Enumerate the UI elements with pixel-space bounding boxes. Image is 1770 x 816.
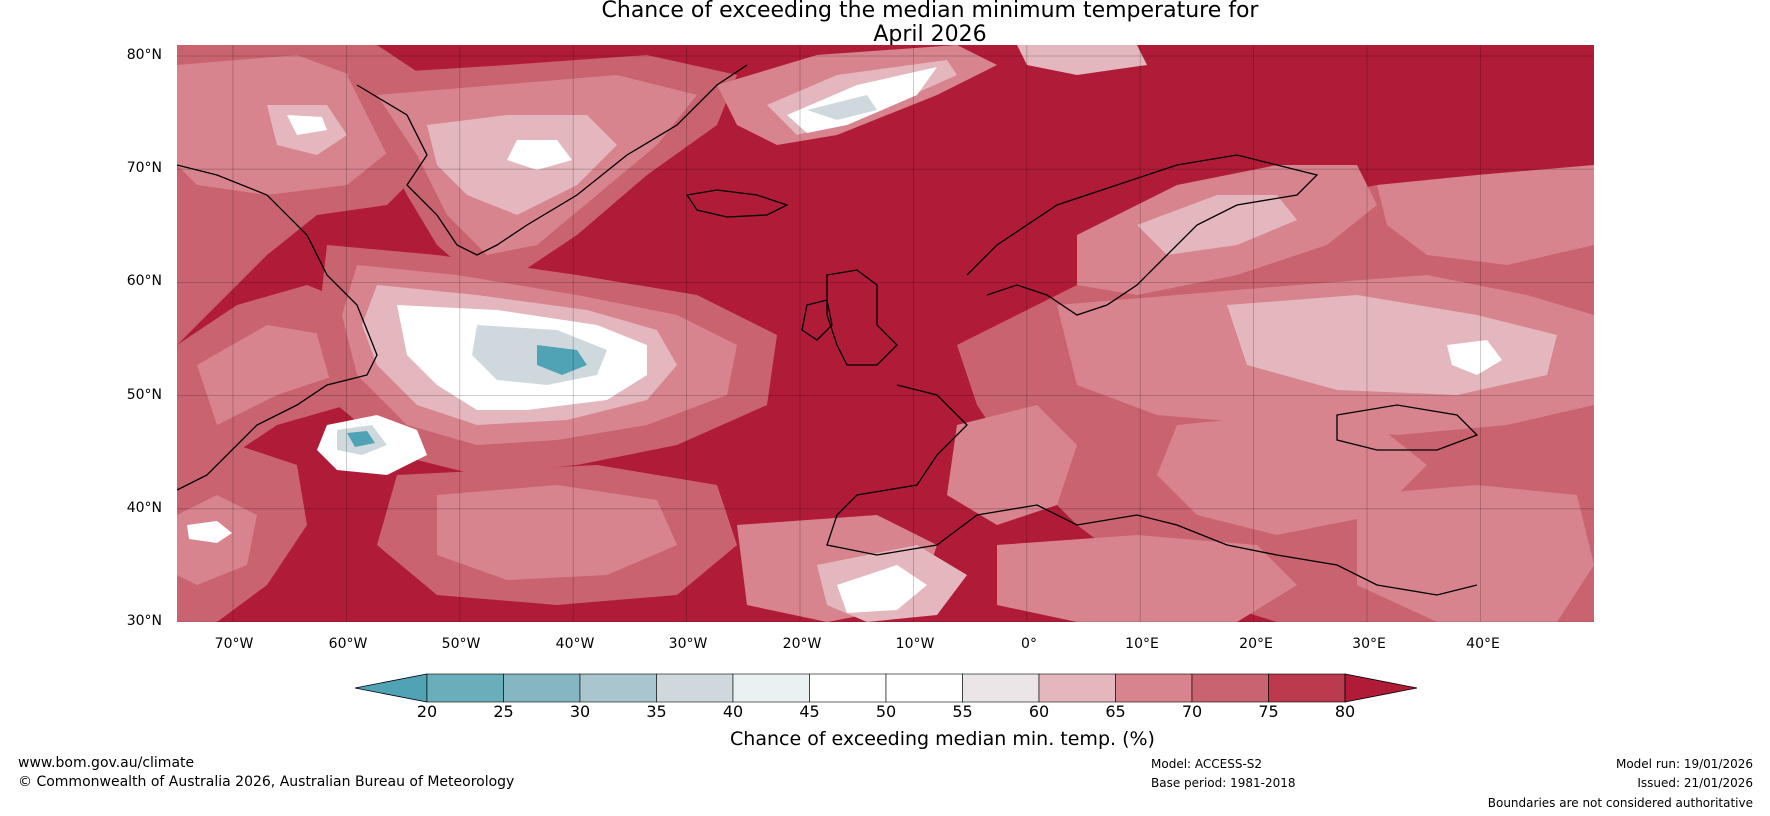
footer-url: www.bom.gov.au/climate	[18, 755, 195, 771]
colorbar-tick-label: 80	[1334, 702, 1356, 721]
footer-base-period: Base period: 1981-2018	[1151, 776, 1296, 790]
region-greenland-white	[507, 140, 572, 170]
lat-label-70n: 70°N	[126, 160, 162, 176]
lon-label-10e: 10°E	[1125, 636, 1159, 652]
region-labrador-pink	[197, 325, 337, 425]
coast-ireland	[801, 299, 833, 341]
region-russia-white	[1447, 340, 1502, 375]
colorbar-tick-label: 40	[722, 702, 744, 721]
lat-label-40n: 40°N	[126, 500, 162, 516]
colorbar-caption: Chance of exceeding median min. temp. (%…	[730, 728, 1155, 750]
lat-label-50n: 50°N	[126, 387, 162, 403]
map-title: Chance of exceeding the median minimum t…	[0, 0, 1770, 47]
region-iberia-pink	[947, 405, 1077, 525]
colorbar-swatch	[503, 673, 581, 703]
region-north-russia-pink	[1377, 165, 1594, 265]
region-cape-cod-white	[187, 521, 232, 543]
region-azores-pink	[437, 485, 677, 580]
colorbar-swatch	[962, 673, 1040, 703]
colorbar-swatch	[809, 673, 887, 703]
coast-britain	[826, 269, 898, 366]
title-line-2: April 2026	[873, 22, 987, 47]
colorbar-swatch	[1191, 673, 1269, 703]
footer-disclaimer: Boundaries are not considered authoritat…	[1487, 796, 1753, 810]
footer-model-run: Model run: 19/01/2026	[1615, 757, 1753, 771]
graticule	[177, 45, 1594, 622]
region-north-africa-pink	[997, 535, 1297, 622]
coast-scandinavia	[966, 154, 1319, 316]
lon-label-60w: 60°W	[328, 636, 368, 652]
colorbar-extend-low	[354, 673, 428, 703]
colorbar-tick-label: 70	[1181, 702, 1203, 721]
lon-label-30e: 30°E	[1352, 636, 1386, 652]
lon-label-20w: 20°W	[782, 636, 822, 652]
colorbar-swatch	[1268, 673, 1346, 703]
lon-label-10w: 10°W	[895, 636, 935, 652]
region-turkey-pink	[1357, 485, 1594, 622]
colorbar-tick-label: 20	[416, 702, 438, 721]
coastlines	[177, 64, 1479, 596]
region-baffin-white	[287, 115, 327, 135]
lat-label-80n: 80°N	[126, 47, 162, 63]
colorbar-swatch	[1115, 673, 1193, 703]
region-morocco-white	[837, 565, 927, 613]
colorbar-tick-label: 65	[1105, 702, 1126, 721]
coast-greenland	[356, 64, 748, 256]
coast-black-sea	[1336, 404, 1479, 451]
coast-iceland	[685, 189, 789, 218]
lon-label-50w: 50°W	[441, 636, 481, 652]
lon-label-70w: 70°W	[214, 636, 254, 652]
coast-canada	[177, 164, 378, 491]
region-nova-scotia-teal	[347, 431, 375, 447]
colorbar-tick-label: 55	[952, 702, 973, 721]
lat-label-60n: 60°N	[126, 273, 162, 289]
colorbar	[354, 673, 1418, 703]
probability-map	[177, 45, 1594, 622]
region-svalbard-pink	[1017, 45, 1147, 75]
lon-label-0: 0°	[1021, 636, 1037, 652]
colorbar-tick-label: 35	[646, 702, 667, 721]
colorbar-tick-label: 30	[569, 702, 591, 721]
colorbar-tick-label: 75	[1258, 702, 1279, 721]
colorbar-swatches	[354, 673, 1418, 703]
title-line-1: Chance of exceeding the median minimum t…	[601, 0, 1259, 23]
lon-label-20e: 20°E	[1239, 636, 1273, 652]
region-fram-blue	[807, 95, 877, 120]
colorbar-tick-label: 60	[1028, 702, 1050, 721]
colorbar-swatch	[1038, 673, 1116, 703]
lon-label-40e: 40°E	[1466, 636, 1500, 652]
region-atlantic-teal	[537, 345, 587, 375]
coast-mediterranean	[976, 504, 1478, 596]
colorbar-swatch	[426, 673, 504, 703]
region-scandinavia-light	[1137, 195, 1297, 255]
colorbar-extend-high	[1344, 673, 1418, 703]
colorbar-tick-label: 25	[493, 702, 514, 721]
coast-europe-west	[826, 384, 978, 556]
map-svg	[177, 45, 1594, 622]
colorbar-swatch	[579, 673, 657, 703]
footer-model: Model: ACCESS-S2	[1151, 757, 1263, 771]
footer-issued: Issued: 21/01/2026	[1637, 776, 1753, 790]
colorbar-swatch	[885, 673, 963, 703]
colorbar-tick-label: 45	[799, 702, 820, 721]
lon-label-30w: 30°W	[668, 636, 708, 652]
colorbar-swatch	[656, 673, 734, 703]
colorbar-tick-label: 50	[875, 702, 897, 721]
lat-label-30n: 30°N	[126, 613, 162, 629]
footer-copyright: © Commonwealth of Australia 2026, Austra…	[18, 774, 515, 790]
colorbar-swatch	[732, 673, 810, 703]
lon-label-40w: 40°W	[555, 636, 595, 652]
